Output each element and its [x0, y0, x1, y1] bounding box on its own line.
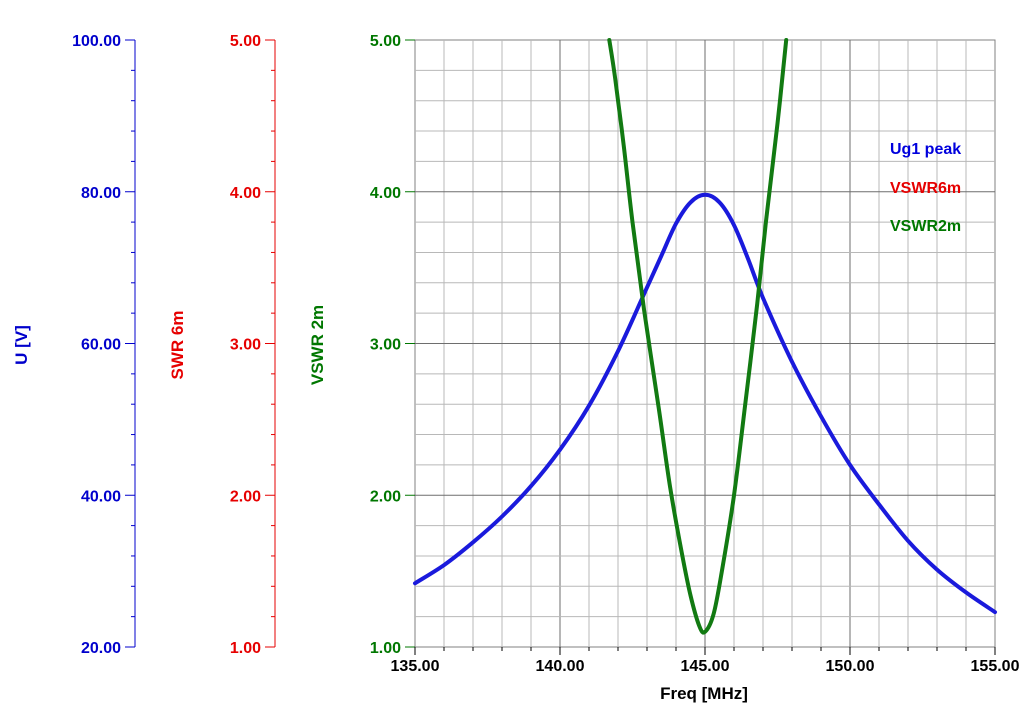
grid-tick-label: 2.00	[370, 488, 401, 505]
legend-entry: VSWR2m	[890, 218, 961, 235]
u-tick-label: 60.00	[81, 337, 121, 354]
series-ug1-peak	[413, 192, 997, 615]
swr6-tick-label: 4.00	[230, 185, 261, 202]
u-tick-label: 80.00	[81, 185, 121, 202]
swr6-tick-label: 5.00	[230, 33, 261, 50]
grid-tick-label: 1.00	[370, 640, 401, 657]
x-axis-title: Freq [MHz]	[660, 684, 748, 703]
swr6-axis-title: SWR 6m	[168, 311, 187, 380]
legend: Ug1 peak VSWR6m VSWR2m	[890, 141, 961, 235]
x-tick-label: 145.00	[681, 658, 730, 675]
grid	[414, 39, 996, 648]
swr6-tick-label: 3.00	[230, 337, 261, 354]
grid-tick-label: 3.00	[370, 337, 401, 354]
x-tick-label: 150.00	[826, 658, 875, 675]
swr6-tick-label: 2.00	[230, 488, 261, 505]
grid-tick-label: 5.00	[370, 33, 401, 50]
x-tick-label: 140.00	[536, 658, 585, 675]
u-tick-label: 20.00	[81, 640, 121, 657]
legend-entry: VSWR6m	[890, 180, 961, 197]
u-axis-title: U [V]	[12, 325, 31, 365]
legend-entry: Ug1 peak	[890, 141, 961, 158]
swr6-tick-label: 1.00	[230, 640, 261, 657]
series-vswr2m	[607, 38, 789, 635]
x-tick-label: 135.00	[391, 658, 440, 675]
u-tick-label: 40.00	[81, 488, 121, 505]
series-layer	[413, 38, 997, 635]
grid-tick-label: 4.00	[370, 185, 401, 202]
x-tick-label: 155.00	[971, 658, 1020, 675]
axes: 1.00 2.00 3.00 4.00 5.00 135.00 140.00 145.00 15…	[72, 33, 1020, 675]
u-tick-label: 100.00	[72, 33, 121, 50]
vswr2-axis-title: VSWR 2m	[308, 305, 327, 385]
